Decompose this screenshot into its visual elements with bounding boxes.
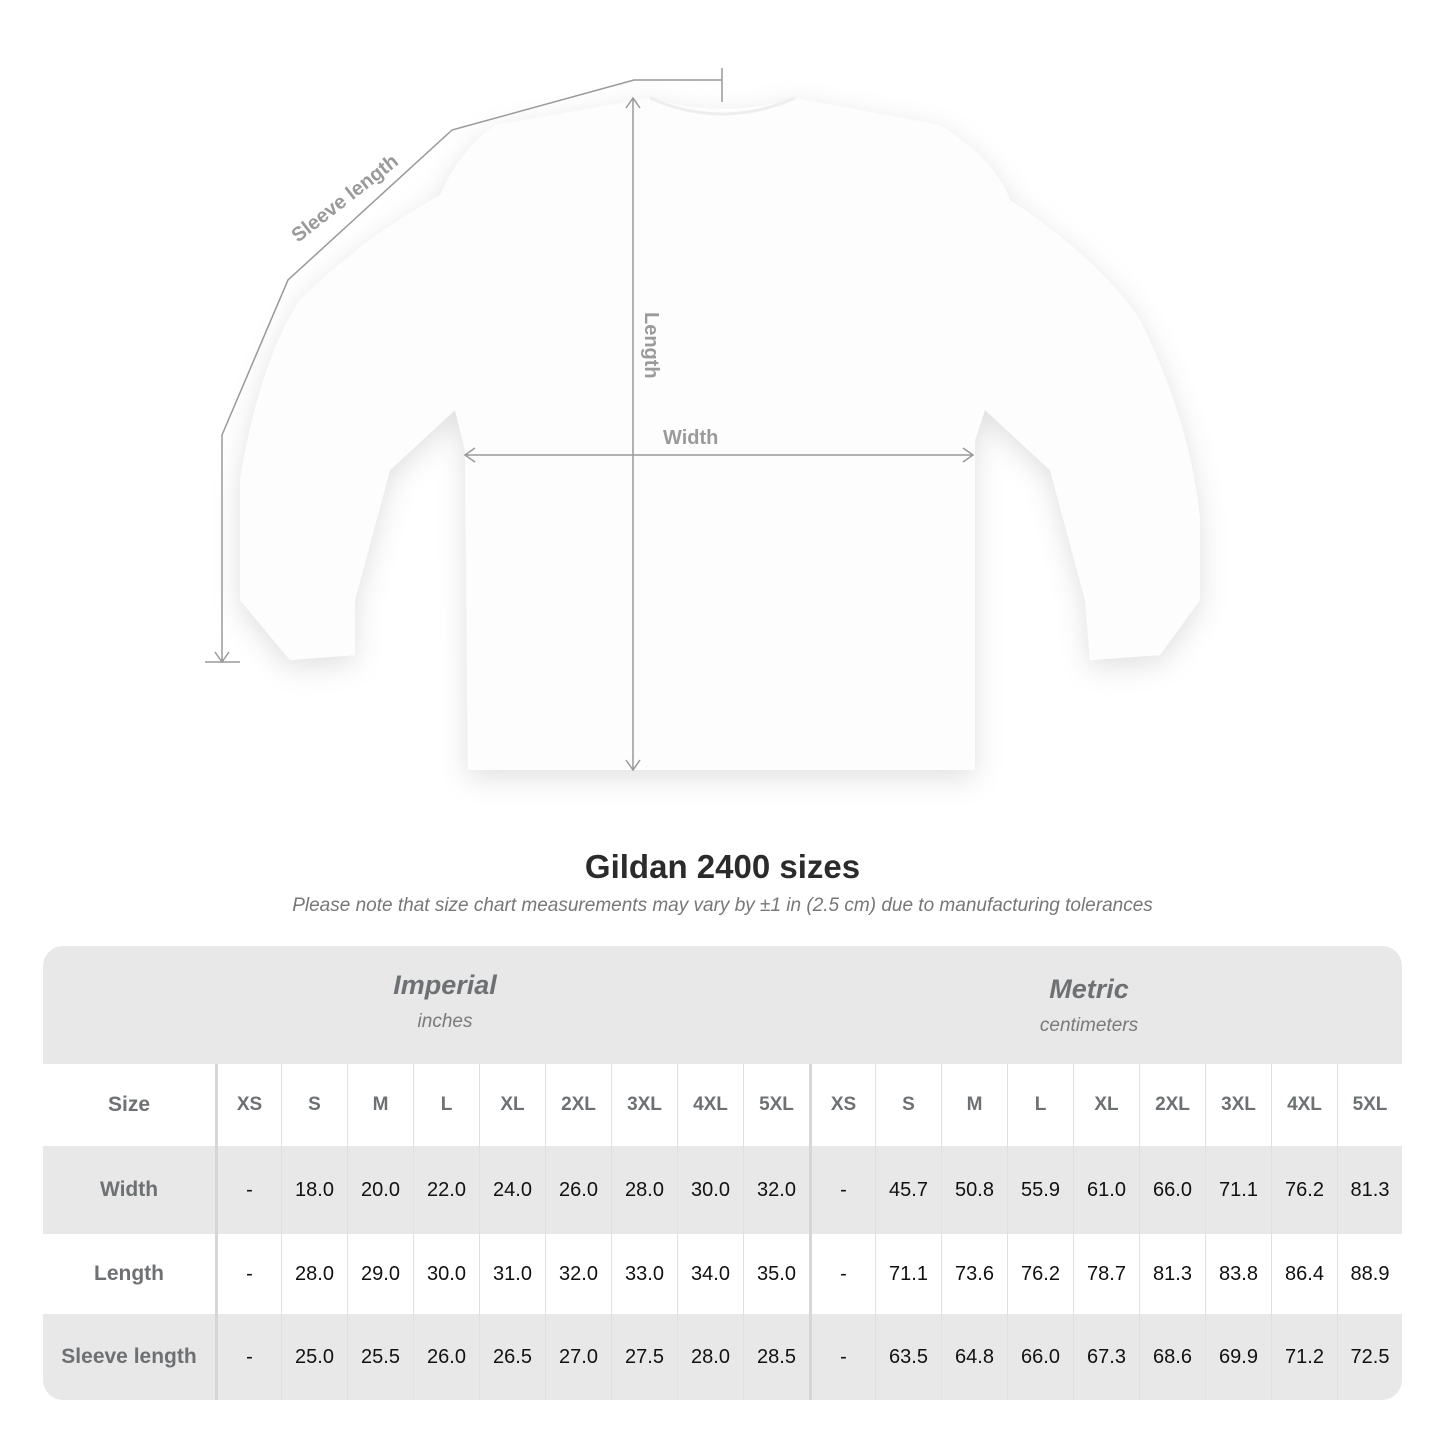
- row-label: Sleeve length: [61, 1345, 197, 1368]
- shirt-body: [240, 98, 1200, 770]
- metric-value-cell: 76.2: [1007, 1234, 1073, 1314]
- metric-value-cell: 86.4: [1271, 1234, 1337, 1314]
- imperial-value-cell: 35.0: [743, 1234, 809, 1314]
- metric-value-cell: -: [809, 1146, 875, 1234]
- imperial-value-cell: 27.0: [545, 1314, 611, 1400]
- imperial-value-cell: 20.0: [347, 1146, 413, 1234]
- metric-value-cell: 88.9: [1337, 1234, 1402, 1314]
- shirt-diagram: Sleeve length Length Width: [205, 68, 1200, 772]
- imperial-value-cell: -: [215, 1234, 281, 1314]
- metric-value-cell: 66.0: [1007, 1314, 1073, 1400]
- imperial-size-header: XS: [215, 1064, 281, 1146]
- metric-value-cell: 63.5: [875, 1314, 941, 1400]
- row-label: Size: [107, 1093, 151, 1116]
- metric-size-header: XL: [1073, 1064, 1139, 1146]
- table-row: Width -18.0 20.0 22.0 24.0 26.0 28.0 30.0 32.0-4…: [43, 1146, 1402, 1234]
- metric-value-cell: 61.0: [1073, 1146, 1139, 1234]
- metric-value-cell: 69.9: [1205, 1314, 1271, 1400]
- metric-size-header: L: [1007, 1064, 1073, 1146]
- imperial-size-header: XL: [479, 1064, 545, 1146]
- metric-value-cell: 50.8: [941, 1146, 1007, 1234]
- metric-value-cell: 83.8: [1205, 1234, 1271, 1314]
- imperial-value-cell: 28.0: [611, 1146, 677, 1234]
- imperial-value-cell: -: [215, 1314, 281, 1400]
- imperial-value-cell: 26.5: [479, 1314, 545, 1400]
- metric-size-header: 5XL: [1337, 1064, 1402, 1146]
- metric-value-cell: -: [809, 1314, 875, 1400]
- imperial-unit: inches: [417, 1011, 473, 1032]
- metric-size-header: M: [941, 1064, 1007, 1146]
- metric-size-header: XS: [809, 1064, 875, 1146]
- metric-value-cell: 45.7: [875, 1146, 941, 1234]
- imperial-value-cell: 28.0: [281, 1234, 347, 1314]
- size-header-row: Size XS S M L XL 2XL 3XL 4XL 5XL XS S M L XL 2XL 3XL 4XL 5…: [43, 1064, 1402, 1146]
- imperial-size-header: 3XL: [611, 1064, 677, 1146]
- page-title: Gildan 2400 sizes: [584, 848, 861, 885]
- imperial-title: Imperial: [393, 970, 497, 1000]
- imperial-size-header: 4XL: [677, 1064, 743, 1146]
- imperial-value-cell: 22.0: [413, 1146, 479, 1234]
- metric-title: Metric: [1049, 974, 1129, 1004]
- metric-value-cell: 66.0: [1139, 1146, 1205, 1234]
- metric-size-header: 3XL: [1205, 1064, 1271, 1146]
- imperial-value-cell: 28.0: [677, 1314, 743, 1400]
- metric-value-cell: 72.5: [1337, 1314, 1402, 1400]
- metric-value-cell: 68.6: [1139, 1314, 1205, 1400]
- imperial-value-cell: 25.0: [281, 1314, 347, 1400]
- length-label: Length: [640, 312, 662, 379]
- width-label: Width: [663, 427, 718, 449]
- imperial-size-header: L: [413, 1064, 479, 1146]
- metric-unit: centimeters: [1039, 1015, 1139, 1036]
- tolerance-note: Please note that size chart measurements…: [292, 895, 1153, 916]
- imperial-size-header: 5XL: [743, 1064, 809, 1146]
- imperial-value-cell: 26.0: [413, 1314, 479, 1400]
- imperial-value-cell: 26.0: [545, 1146, 611, 1234]
- metric-value-cell: 64.8: [941, 1314, 1007, 1400]
- metric-value-cell: 71.2: [1271, 1314, 1337, 1400]
- imperial-size-header: 2XL: [545, 1064, 611, 1146]
- table-row: Sleeve length -25.0 25.5 26.0 26.5 27.0 27.5 28…: [43, 1314, 1402, 1400]
- metric-value-cell: -: [809, 1234, 875, 1314]
- metric-value-cell: 73.6: [941, 1234, 1007, 1314]
- metric-value-cell: 76.2: [1271, 1146, 1337, 1234]
- imperial-value-cell: 28.5: [743, 1314, 809, 1400]
- imperial-value-cell: 25.5: [347, 1314, 413, 1400]
- table-row: Length -28.0 29.0 30.0 31.0 32.0 33.0 34.0 35.0-…: [43, 1234, 1402, 1314]
- metric-size-header: 4XL: [1271, 1064, 1337, 1146]
- metric-size-header: 2XL: [1139, 1064, 1205, 1146]
- imperial-value-cell: 33.0: [611, 1234, 677, 1314]
- table-header-band: [43, 946, 1402, 1064]
- imperial-value-cell: 32.0: [743, 1146, 809, 1234]
- imperial-value-cell: 30.0: [413, 1234, 479, 1314]
- imperial-value-cell: 30.0: [677, 1146, 743, 1234]
- measurement-lines: [205, 68, 975, 772]
- metric-value-cell: 81.3: [1337, 1146, 1402, 1234]
- row-label: Width: [99, 1178, 159, 1201]
- imperial-size-header: S: [281, 1064, 347, 1146]
- imperial-value-cell: 29.0: [347, 1234, 413, 1314]
- imperial-value-cell: 31.0: [479, 1234, 545, 1314]
- imperial-size-header: M: [347, 1064, 413, 1146]
- metric-value-cell: 81.3: [1139, 1234, 1205, 1314]
- metric-header: Metric centimeters: [809, 974, 1369, 1037]
- imperial-value-cell: 18.0: [281, 1146, 347, 1234]
- imperial-value-cell: -: [215, 1146, 281, 1234]
- metric-value-cell: 71.1: [875, 1234, 941, 1314]
- imperial-value-cell: 34.0: [677, 1234, 743, 1314]
- row-label: Length: [94, 1262, 164, 1285]
- imperial-header: Imperial inches: [215, 970, 675, 1033]
- metric-value-cell: 55.9: [1007, 1146, 1073, 1234]
- imperial-value-cell: 24.0: [479, 1146, 545, 1234]
- imperial-value-cell: 32.0: [545, 1234, 611, 1314]
- metric-value-cell: 71.1: [1205, 1146, 1271, 1234]
- size-table: Imperial inches Metric centimeters Size X…: [43, 946, 1402, 1400]
- imperial-value-cell: 27.5: [611, 1314, 677, 1400]
- metric-value-cell: 67.3: [1073, 1314, 1139, 1400]
- metric-value-cell: 78.7: [1073, 1234, 1139, 1314]
- metric-size-header: S: [875, 1064, 941, 1146]
